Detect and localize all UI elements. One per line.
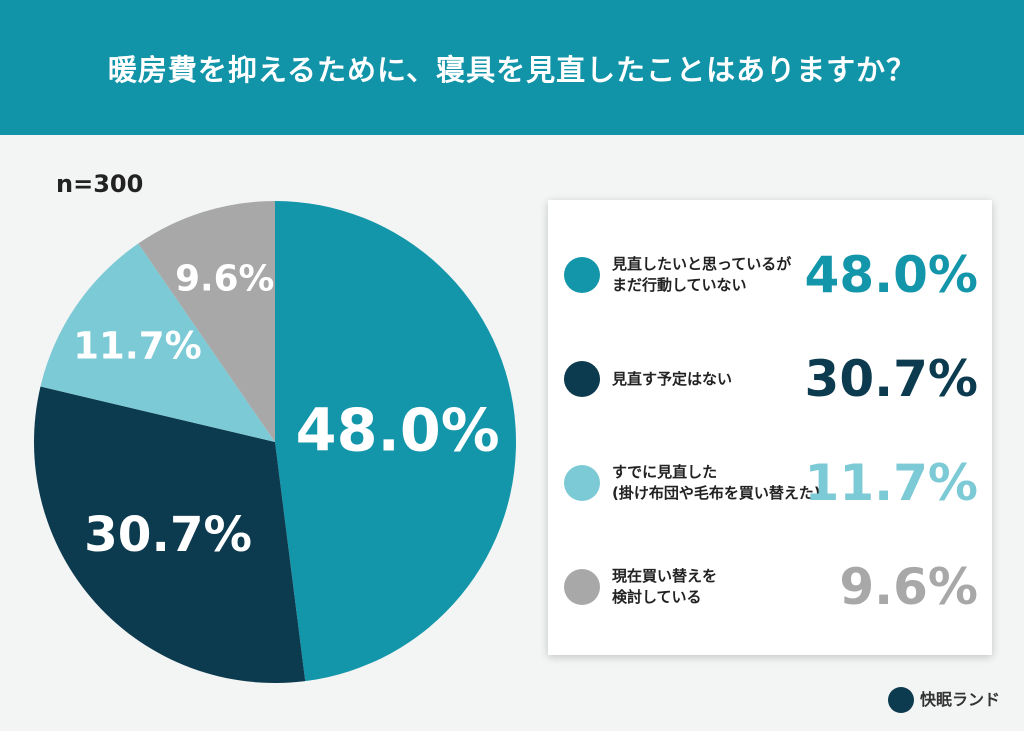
legend-item: 見直したいと思っているが まだ行動していない 48.0% — [548, 235, 992, 315]
legend-value: 30.7% — [804, 350, 978, 408]
legend-value: 48.0% — [804, 246, 978, 304]
legend-item: すでに見直した (掛け布団や毛布を買い替えた) 11.7% — [548, 443, 992, 523]
legend-marker — [564, 361, 600, 397]
pie-slice — [40, 243, 275, 442]
legend-label: 見直したいと思っているが まだ行動していない — [612, 255, 792, 294]
legend-item: 現在買い替えを 検討している 9.6% — [548, 547, 992, 627]
legend-marker — [564, 569, 600, 605]
brand: 快眠ランド — [888, 686, 1000, 714]
pie-slice — [33, 386, 306, 684]
legend-label: 現在買い替えを 検討している — [612, 567, 718, 606]
slice-label: 11.7% — [73, 324, 201, 367]
legend-value: 9.6% — [839, 558, 978, 616]
legend-marker — [564, 257, 600, 293]
slice-label: 48.0% — [296, 395, 500, 464]
slice-label: 9.6% — [175, 258, 274, 299]
slice-label: 30.7% — [84, 507, 252, 563]
legend-value: 11.7% — [804, 454, 978, 512]
legend-marker — [564, 465, 600, 501]
chart-title: 暖房費を抑えるために、寝具を見直したことはありますか？ — [0, 0, 1024, 135]
pie-slice — [138, 201, 275, 442]
legend-label: すでに見直した (掛け布団や毛布を買い替えた) — [612, 463, 821, 502]
legend: 見直したいと思っているが まだ行動していない 48.0% 見直す予定はない 30.7%… — [548, 200, 992, 655]
legend-label: 見直す予定はない — [612, 369, 733, 388]
sample-size: n=300 — [56, 170, 144, 198]
legend-item: 見直す予定はない 30.7% — [548, 339, 992, 419]
pie-slice — [275, 201, 517, 682]
